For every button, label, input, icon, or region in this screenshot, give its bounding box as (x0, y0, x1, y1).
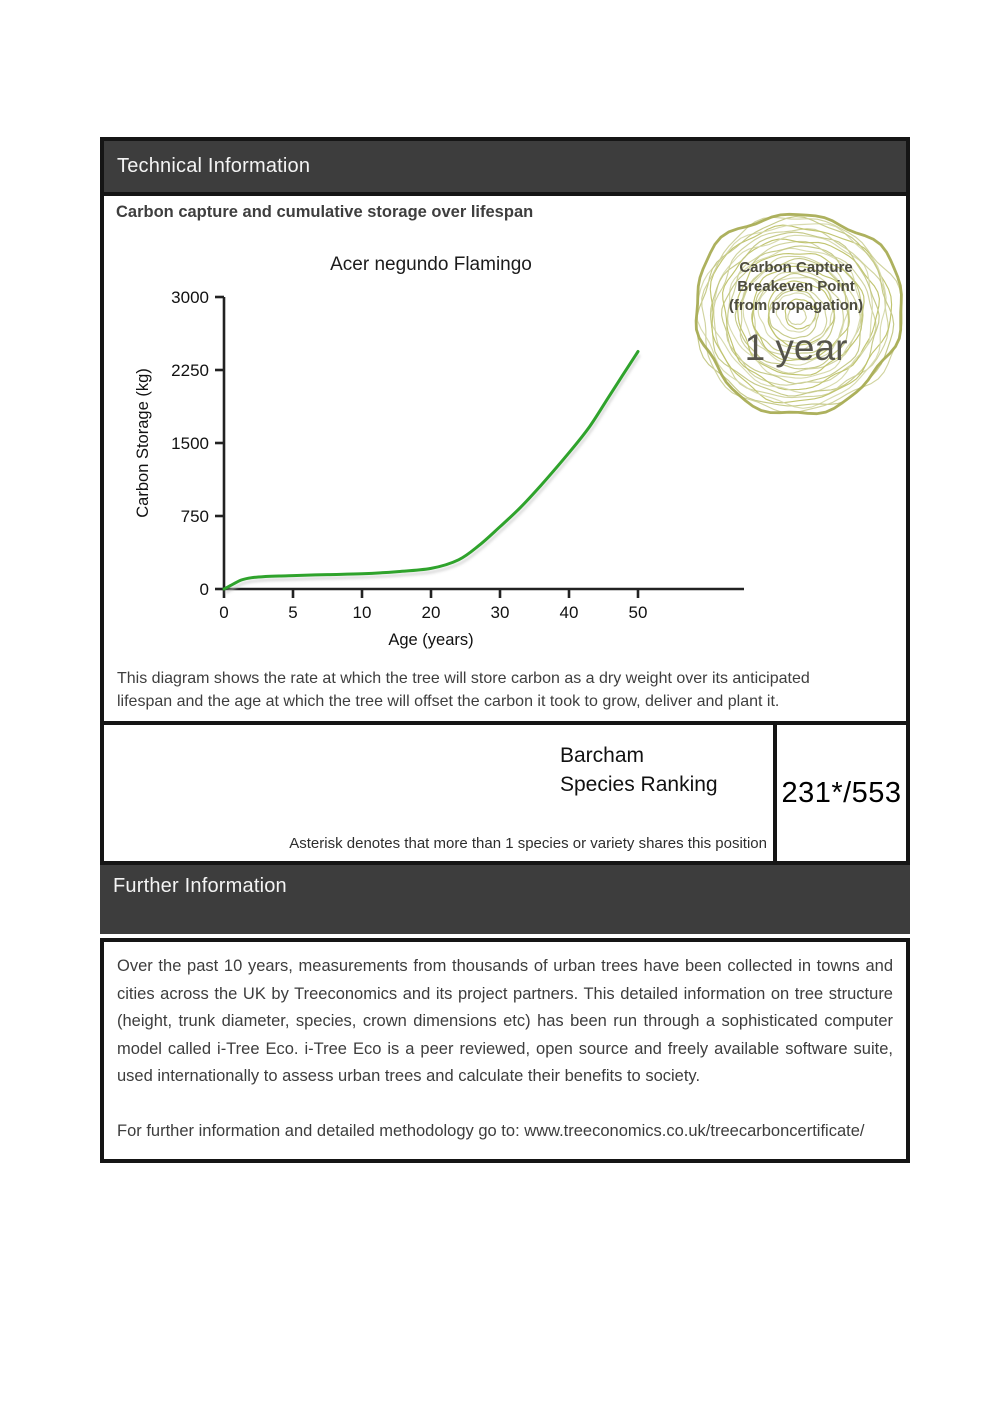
asterisk-note: Asterisk denotes that more than 1 specie… (289, 835, 767, 852)
x-tick-label: 10 (353, 603, 372, 622)
tree-ring (784, 298, 817, 330)
species-ranking-label: Barcham Species Ranking (560, 741, 718, 799)
tree-ring (709, 231, 880, 397)
technical-information-header: Technical Information (100, 137, 910, 192)
tree-ring (775, 292, 818, 333)
x-tick-label: 0 (219, 603, 228, 622)
stamp-heading-line3: (from propagation) (728, 297, 864, 314)
further-information-header: Further Information (100, 865, 910, 934)
curve-shadow (224, 354, 641, 594)
chart-caption: This diagram shows the rate at which the… (117, 668, 883, 713)
y-tick-label: 1500 (171, 434, 209, 453)
y-axis-label: Carbon Storage (kg) (134, 368, 152, 518)
x-axis-label: Age (years) (388, 631, 473, 649)
y-tick-label: 750 (181, 507, 209, 526)
carbon-storage-curve (222, 350, 641, 594)
tree-ring-stamp-graphic (694, 212, 903, 416)
chart-caption-line1: This diagram shows the rate at which the… (117, 670, 810, 687)
ranking-label-line1: Barcham (560, 744, 645, 767)
stamp-heading-line1: Carbon Capture (739, 259, 853, 276)
x-tick-label: 5 (288, 603, 297, 622)
species-ranking-value-cell: 231*/553 (773, 725, 906, 861)
stamp-heading-line2: Breakeven Point (737, 278, 855, 295)
chart-caption-line2: lifespan and the age at which the tree w… (117, 692, 780, 710)
ranking-label-line2: Species Ranking (560, 773, 718, 796)
tree-ring (709, 224, 893, 404)
species-ranking-value: 231*/553 (781, 776, 902, 809)
breakeven-value: 1 year (744, 327, 848, 368)
x-tick-label: 30 (491, 603, 510, 622)
tree-ring (694, 212, 903, 416)
chart-title: Acer negundo Flamingo (330, 254, 532, 275)
tree-ring (721, 245, 864, 385)
breakeven-stamp: Carbon Capture Breakeven Point (from pro… (688, 258, 904, 369)
x-tick-label: 40 (560, 603, 579, 622)
technical-information-title: Technical Information (117, 155, 311, 177)
methodology-link-line: For further information and detailed met… (117, 1121, 865, 1140)
y-tick-label: 0 (200, 580, 209, 599)
tree-ring (753, 271, 844, 360)
chart-axes: 0 750 1500 2250 3000 0 5 10 20 30 40 50 (171, 288, 744, 622)
chart-section-heading: Carbon capture and cumulative storage ov… (116, 203, 534, 221)
x-tick-label: 20 (422, 603, 441, 622)
further-information-paragraph: Over the past 10 years, measurements fro… (117, 957, 893, 1085)
tree-ring (722, 238, 880, 391)
tree-ring (767, 280, 835, 347)
tree-ring (713, 228, 889, 399)
species-ranking-label-cell: Barcham Species Ranking Asterisk denotes… (104, 725, 773, 861)
further-information-panel: Over the past 10 years, measurements fro… (100, 938, 910, 1163)
carbon-storage-chart: Acer negundo Flamingo Carbon Storage (kg… (134, 212, 903, 649)
technical-information-card: Technical Information Carbon capture and… (100, 137, 910, 1163)
tree-ring (739, 255, 862, 374)
tree-ring (725, 240, 877, 386)
further-information-title: Further Information (113, 875, 287, 897)
tree-ring (736, 253, 865, 376)
tree-ring (757, 276, 835, 351)
tree-ring (734, 257, 850, 370)
y-tick-label: 2250 (171, 361, 209, 380)
species-ranking-row: Barcham Species Ranking Asterisk denotes… (100, 725, 910, 865)
tree-ring (751, 265, 850, 362)
x-tick-label: 50 (629, 603, 648, 622)
carbon-curve (222, 350, 640, 591)
tree-ring (787, 306, 807, 325)
y-tick-label: 3000 (171, 288, 209, 307)
tree-ring (751, 272, 836, 355)
carbon-chart-panel: Carbon capture and cumulative storage ov… (100, 192, 910, 725)
tree-ring (701, 216, 903, 414)
